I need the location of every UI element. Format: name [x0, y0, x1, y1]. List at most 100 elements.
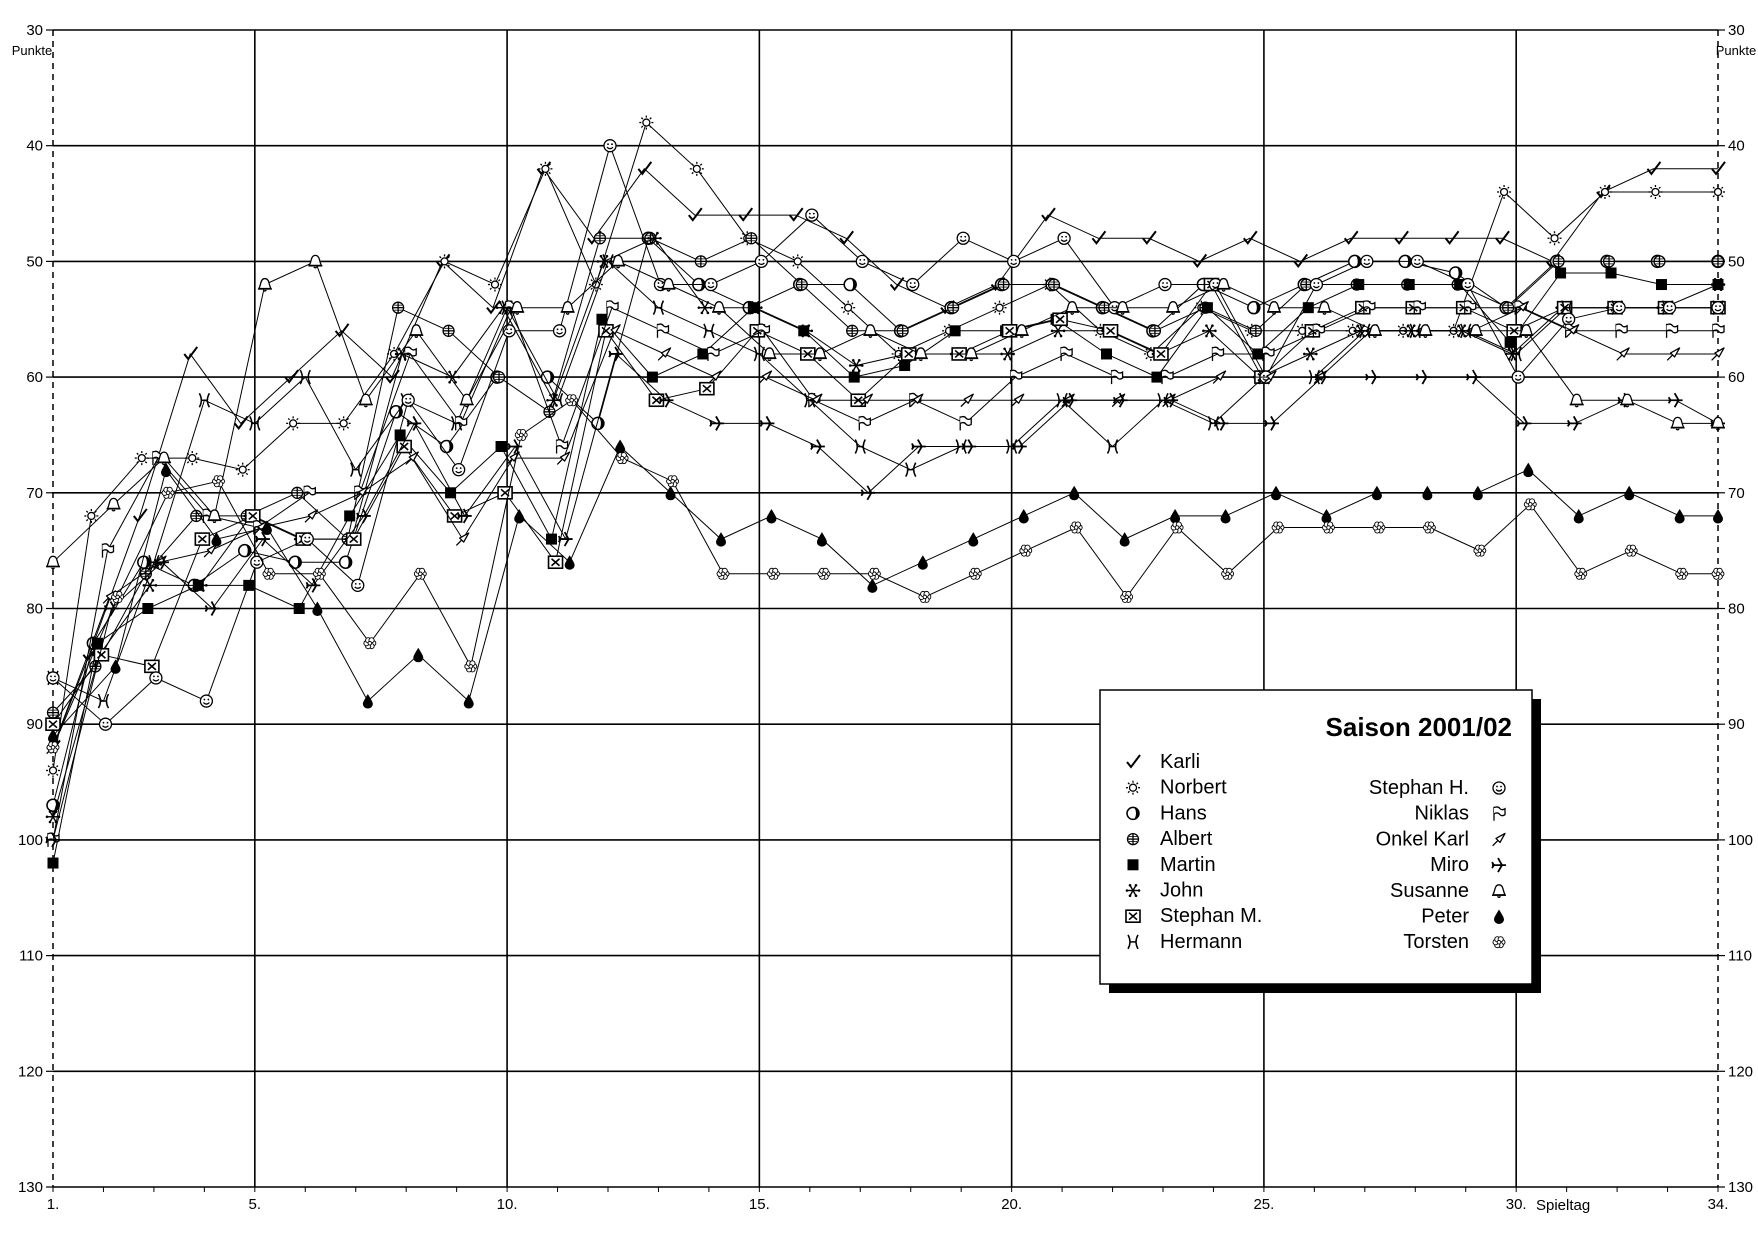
- data-point-stephan-m: [1001, 324, 1018, 338]
- data-point-norbert: [1547, 231, 1562, 246]
- data-point-niklas: [1161, 369, 1174, 385]
- data-point-martin: [495, 441, 507, 453]
- data-point-norbert: [790, 254, 805, 269]
- data-point-hermann: [249, 416, 261, 431]
- data-point-peter: [716, 532, 727, 547]
- data-point-miro: [103, 601, 119, 616]
- data-point-norbert: [235, 462, 250, 477]
- data-point-peter: [211, 532, 222, 547]
- data-point-martin: [1100, 348, 1112, 360]
- data-point-martin: [848, 371, 860, 383]
- legend-item-onkel-karl: Onkel Karl: [1376, 828, 1506, 850]
- data-point-torsten: [1322, 521, 1335, 534]
- data-point-peter: [1119, 532, 1130, 547]
- data-point-stephan-m: [497, 485, 513, 500]
- data-point-peter: [1523, 462, 1534, 478]
- y-tick-label-right: 50: [1728, 253, 1745, 270]
- data-point-karli: [1041, 207, 1056, 222]
- data-point-peter: [968, 532, 979, 547]
- data-point-peter: [867, 578, 878, 593]
- data-point-miro: [911, 439, 926, 454]
- data-point-karli: [486, 300, 501, 315]
- data-point-stephan-m: [345, 532, 362, 546]
- data-point-karli: [788, 207, 804, 222]
- data-point-stephan-h: [149, 671, 163, 685]
- data-point-norbert: [538, 161, 553, 176]
- y-tick-label-right: 80: [1728, 601, 1745, 618]
- data-point-norbert: [639, 115, 654, 130]
- legend-symbol-albert: [1126, 832, 1140, 846]
- data-point-onkel-karl: [1212, 370, 1227, 384]
- data-point-hermann: [905, 462, 917, 478]
- gridlines: [53, 29, 1718, 1188]
- data-point-john: [798, 324, 814, 338]
- data-point-torsten: [716, 567, 730, 580]
- data-point-martin: [293, 603, 305, 614]
- data-point-stephan-h: [1461, 277, 1475, 292]
- data-point-karli: [133, 508, 148, 523]
- data-point-torsten: [1675, 567, 1689, 580]
- legend-box: [1099, 689, 1533, 985]
- data-point-miro: [709, 415, 724, 431]
- series-line-torsten: [52, 399, 1718, 748]
- y-tick-label-left: 130: [18, 1179, 43, 1196]
- legend-item-hans: Hans: [1126, 802, 1207, 824]
- data-point-susanne: [863, 324, 878, 338]
- data-point-niklas: [757, 323, 771, 338]
- data-point-martin: [1454, 279, 1466, 291]
- data-point-niklas: [1464, 300, 1477, 315]
- data-point-susanne: [207, 509, 222, 524]
- data-point-norbert: [1648, 184, 1663, 199]
- data-point-miro: [1466, 369, 1481, 385]
- data-point-miro: [406, 415, 422, 431]
- data-point-torsten: [464, 660, 478, 673]
- data-point-onkel-karl: [607, 324, 621, 338]
- data-point-karli: [183, 346, 199, 361]
- legend-label-john: John: [1160, 880, 1203, 902]
- data-point-niklas: [1312, 323, 1326, 338]
- data-point-stephan-m: [194, 532, 211, 546]
- data-point-susanne: [459, 393, 474, 408]
- data-point-martin: [445, 487, 457, 499]
- data-point-niklas: [606, 300, 619, 315]
- y-tick-label-left: 100: [18, 832, 43, 849]
- legend-label-hermann: Hermann: [1160, 931, 1242, 953]
- data-point-susanne: [409, 324, 424, 338]
- data-point-hermann: [1359, 323, 1371, 339]
- data-point-karli: [334, 323, 350, 338]
- axes: 30 30 40 40 50 50 60 60 70 70 80 80 90 90 100 100 110 110…: [18, 22, 1753, 1213]
- data-point-norbert: [1597, 184, 1612, 199]
- y-tick-label-left: 70: [26, 485, 43, 502]
- data-point-torsten: [918, 590, 932, 603]
- data-point-john: [1303, 347, 1318, 361]
- data-point-susanne: [1317, 301, 1332, 315]
- data-point-torsten: [413, 567, 427, 580]
- data-point-stephan-h: [1662, 301, 1677, 315]
- legend-symbol-torsten: [1492, 936, 1506, 949]
- data-point-torsten: [1069, 521, 1083, 534]
- data-point-torsten: [46, 741, 60, 754]
- y-tick-label-right: 90: [1728, 716, 1745, 733]
- legend-label-miro: Miro: [1430, 854, 1469, 876]
- y-tick-label-left: 30: [26, 22, 43, 39]
- data-point-peter: [1713, 508, 1723, 524]
- data-point-torsten: [1170, 521, 1184, 534]
- data-point-miro: [608, 346, 624, 362]
- data-point-peter: [261, 520, 272, 536]
- data-point-onkel-karl: [405, 451, 419, 465]
- data-point-karli: [1646, 161, 1662, 176]
- data-point-hans: [1347, 254, 1362, 269]
- data-point-susanne: [1670, 416, 1685, 431]
- data-point-onkel-karl: [809, 393, 823, 407]
- data-point-miro: [1163, 392, 1179, 408]
- data-point-albert: [1602, 255, 1616, 268]
- data-point-niklas: [1665, 323, 1679, 338]
- legend-item-albert: Albert: [1126, 828, 1213, 850]
- data-point-miro: [658, 392, 674, 408]
- data-point-norbert: [437, 254, 452, 269]
- data-point-albert: [190, 509, 203, 523]
- data-point-stephan-h: [1007, 254, 1021, 269]
- data-point-stephan-h: [250, 555, 264, 569]
- data-point-torsten: [1473, 544, 1487, 557]
